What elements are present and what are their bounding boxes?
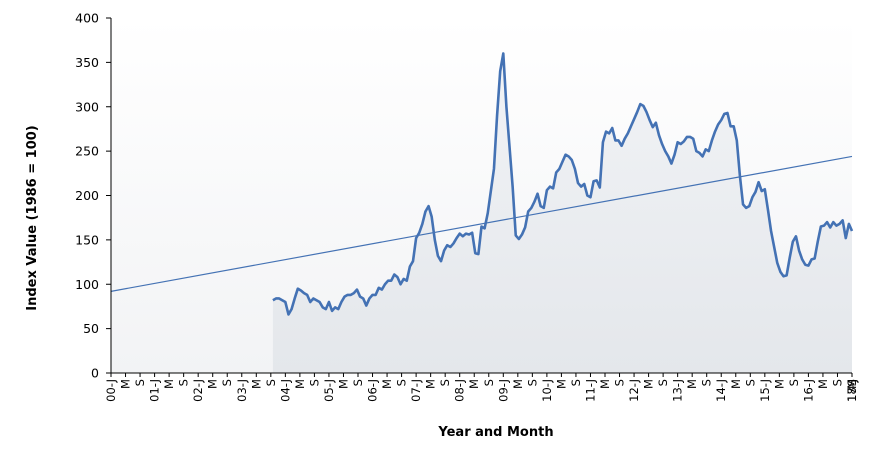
x-tick-label: 04-J bbox=[278, 379, 292, 402]
x-tick-label: S bbox=[482, 379, 496, 386]
y-tick-label: 100 bbox=[75, 277, 99, 292]
x-tick-label: M bbox=[424, 379, 438, 389]
x-tick-label: S bbox=[307, 379, 321, 386]
x-tick-label: M bbox=[598, 379, 612, 389]
y-axis-title: Index Value (1986 = 100) bbox=[25, 125, 40, 310]
x-tick-label: S bbox=[656, 379, 670, 386]
y-axis-ticks: 0 50 100 150 200 250 300 350 400 bbox=[75, 11, 111, 381]
x-tick-label: M bbox=[380, 379, 394, 389]
x-tick-label: S bbox=[220, 379, 234, 386]
series-layer bbox=[110, 52, 854, 373]
x-tick-label: M bbox=[816, 379, 830, 389]
x-tick-label: 09-J bbox=[496, 379, 510, 402]
x-tick-label: M bbox=[467, 379, 481, 389]
x-tick-label: M bbox=[642, 379, 656, 389]
x-tick-label: S bbox=[569, 379, 583, 386]
x-axis-ticks: 00-J M S 01-J M S 02-J M S 03-J M S 04-J M S 05-J M S 06-J… bbox=[104, 373, 859, 402]
x-tick-label: M bbox=[249, 379, 263, 389]
x-tick-label: 08-J bbox=[453, 379, 467, 402]
x-tick-label: S bbox=[438, 379, 452, 386]
x-tick-label: S bbox=[133, 379, 147, 386]
y-tick-label: 150 bbox=[75, 232, 99, 247]
y-tick-label: 400 bbox=[75, 11, 99, 26]
x-tick-label: 16-J bbox=[801, 379, 815, 402]
x-tick-label: M bbox=[119, 379, 133, 389]
x-tick-label: 14-J bbox=[714, 379, 728, 402]
x-tick-label: 10-J bbox=[540, 379, 554, 402]
x-tick-label: M bbox=[554, 379, 568, 389]
axes bbox=[110, 18, 852, 374]
y-tick-label: 0 bbox=[91, 366, 99, 381]
x-axis-title: Year and Month bbox=[437, 425, 553, 440]
x-tick-label: 05-J bbox=[322, 379, 336, 402]
x-tick-label: S bbox=[787, 379, 801, 386]
x-tick-label: 11-J bbox=[583, 379, 597, 402]
x-tick-label: 17-J bbox=[845, 379, 859, 402]
x-tick-label: 03-J bbox=[235, 379, 249, 402]
y-tick-label: 200 bbox=[75, 188, 99, 203]
x-tick-label: S bbox=[613, 379, 627, 386]
x-tick-label: 15-J bbox=[758, 379, 772, 402]
x-tick-label: M bbox=[772, 379, 786, 389]
x-tick-label: M bbox=[206, 379, 220, 389]
y-tick-label: 350 bbox=[75, 55, 99, 70]
x-tick-label: M bbox=[729, 379, 743, 389]
x-tick-label: 00-J bbox=[104, 379, 118, 402]
x-tick-label: S bbox=[743, 379, 757, 386]
x-tick-label: S bbox=[830, 379, 844, 386]
x-tick-label: 06-J bbox=[366, 379, 380, 402]
x-tick-label: 13-J bbox=[671, 379, 685, 402]
x-tick-label: 18-J bbox=[845, 379, 859, 402]
x-tick-label: M bbox=[293, 379, 307, 389]
x-tick-label: 12-J bbox=[627, 379, 641, 402]
trend-line bbox=[110, 155, 853, 292]
x-tick-label: S bbox=[700, 379, 714, 386]
x-tick-label: M bbox=[162, 379, 176, 389]
x-tick-label: S bbox=[264, 379, 278, 386]
index-line bbox=[272, 52, 854, 316]
x-tick-label: 07-J bbox=[409, 379, 423, 402]
y-tick-label: 300 bbox=[75, 99, 99, 114]
x-tick-label: S bbox=[351, 379, 365, 386]
x-tick-label: S bbox=[845, 379, 859, 386]
x-tick-label: M bbox=[685, 379, 699, 389]
x-tick-label: S bbox=[525, 379, 539, 386]
index-area-fill bbox=[272, 53, 852, 373]
x-tick-label: S bbox=[177, 379, 191, 386]
y-tick-label: 50 bbox=[83, 321, 99, 336]
x-tick-label: M bbox=[845, 379, 859, 389]
x-tick-label: M bbox=[511, 379, 525, 389]
y-tick-label: 250 bbox=[75, 144, 99, 159]
x-tick-label: S bbox=[395, 379, 409, 386]
x-tick-label: M bbox=[336, 379, 350, 389]
x-tick-label: 01-J bbox=[148, 379, 162, 402]
x-tick-label: 02-J bbox=[191, 379, 205, 402]
